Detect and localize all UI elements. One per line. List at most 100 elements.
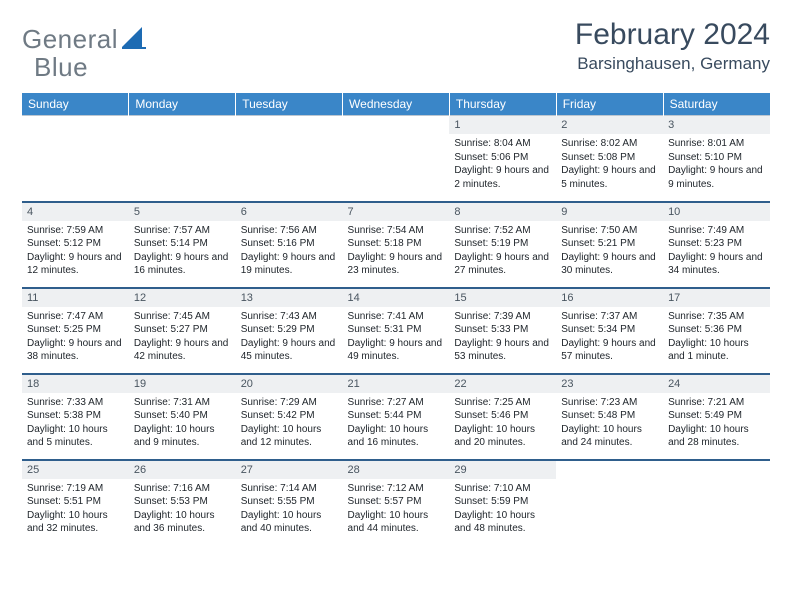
calendar-cell: 13Sunrise: 7:43 AMSunset: 5:29 PMDayligh… <box>236 288 343 374</box>
day-info: Sunrise: 7:37 AMSunset: 5:34 PMDaylight:… <box>556 307 663 368</box>
brand-name-a: General <box>22 24 118 55</box>
calendar-cell: 7Sunrise: 7:54 AMSunset: 5:18 PMDaylight… <box>343 202 450 288</box>
calendar-cell: 23Sunrise: 7:23 AMSunset: 5:48 PMDayligh… <box>556 374 663 460</box>
calendar-cell: 5Sunrise: 7:57 AMSunset: 5:14 PMDaylight… <box>129 202 236 288</box>
calendar-cell: 20Sunrise: 7:29 AMSunset: 5:42 PMDayligh… <box>236 374 343 460</box>
day-info: Sunrise: 7:25 AMSunset: 5:46 PMDaylight:… <box>449 393 556 454</box>
day-number: 21 <box>343 375 450 393</box>
day-number: 12 <box>129 289 236 307</box>
calendar-table: Sunday Monday Tuesday Wednesday Thursday… <box>22 93 770 546</box>
weekday-header: Saturday <box>663 93 770 116</box>
calendar-cell: 29Sunrise: 7:10 AMSunset: 5:59 PMDayligh… <box>449 460 556 546</box>
weekday-header: Monday <box>129 93 236 116</box>
day-number: 16 <box>556 289 663 307</box>
day-number: 6 <box>236 203 343 221</box>
calendar-cell: 18Sunrise: 7:33 AMSunset: 5:38 PMDayligh… <box>22 374 129 460</box>
calendar-cell: 21Sunrise: 7:27 AMSunset: 5:44 PMDayligh… <box>343 374 450 460</box>
day-number: 7 <box>343 203 450 221</box>
day-number: 20 <box>236 375 343 393</box>
day-info: Sunrise: 8:02 AMSunset: 5:08 PMDaylight:… <box>556 134 663 195</box>
day-number: 27 <box>236 461 343 479</box>
day-info: Sunrise: 7:14 AMSunset: 5:55 PMDaylight:… <box>236 479 343 540</box>
brand-name-b: Blue <box>34 52 88 83</box>
calendar-week-row: 11Sunrise: 7:47 AMSunset: 5:25 PMDayligh… <box>22 288 770 374</box>
calendar-cell: 4Sunrise: 7:59 AMSunset: 5:12 PMDaylight… <box>22 202 129 288</box>
day-number: 15 <box>449 289 556 307</box>
day-number: 4 <box>22 203 129 221</box>
day-info: Sunrise: 7:19 AMSunset: 5:51 PMDaylight:… <box>22 479 129 540</box>
day-info: Sunrise: 7:35 AMSunset: 5:36 PMDaylight:… <box>663 307 770 368</box>
day-info: Sunrise: 7:39 AMSunset: 5:33 PMDaylight:… <box>449 307 556 368</box>
calendar-cell: 26Sunrise: 7:16 AMSunset: 5:53 PMDayligh… <box>129 460 236 546</box>
day-number: 9 <box>556 203 663 221</box>
day-info: Sunrise: 7:10 AMSunset: 5:59 PMDaylight:… <box>449 479 556 540</box>
calendar-week-row: 25Sunrise: 7:19 AMSunset: 5:51 PMDayligh… <box>22 460 770 546</box>
day-info: Sunrise: 7:33 AMSunset: 5:38 PMDaylight:… <box>22 393 129 454</box>
calendar-cell: 28Sunrise: 7:12 AMSunset: 5:57 PMDayligh… <box>343 460 450 546</box>
day-info: Sunrise: 7:50 AMSunset: 5:21 PMDaylight:… <box>556 221 663 282</box>
weekday-header: Wednesday <box>343 93 450 116</box>
day-info: Sunrise: 7:54 AMSunset: 5:18 PMDaylight:… <box>343 221 450 282</box>
day-info: Sunrise: 7:59 AMSunset: 5:12 PMDaylight:… <box>22 221 129 282</box>
day-info: Sunrise: 7:31 AMSunset: 5:40 PMDaylight:… <box>129 393 236 454</box>
day-number: 26 <box>129 461 236 479</box>
day-number: 28 <box>343 461 450 479</box>
day-number: 10 <box>663 203 770 221</box>
day-number: 8 <box>449 203 556 221</box>
day-number: 5 <box>129 203 236 221</box>
calendar-cell: 22Sunrise: 7:25 AMSunset: 5:46 PMDayligh… <box>449 374 556 460</box>
day-number: 29 <box>449 461 556 479</box>
calendar-cell: 19Sunrise: 7:31 AMSunset: 5:40 PMDayligh… <box>129 374 236 460</box>
day-number: 22 <box>449 375 556 393</box>
day-info: Sunrise: 8:01 AMSunset: 5:10 PMDaylight:… <box>663 134 770 195</box>
calendar-cell: 12Sunrise: 7:45 AMSunset: 5:27 PMDayligh… <box>129 288 236 374</box>
day-number: 23 <box>556 375 663 393</box>
day-number: 1 <box>449 116 556 134</box>
calendar-cell: 8Sunrise: 7:52 AMSunset: 5:19 PMDaylight… <box>449 202 556 288</box>
calendar-cell: .. <box>343 116 450 202</box>
day-number: 14 <box>343 289 450 307</box>
calendar-cell: 15Sunrise: 7:39 AMSunset: 5:33 PMDayligh… <box>449 288 556 374</box>
calendar-cell: 6Sunrise: 7:56 AMSunset: 5:16 PMDaylight… <box>236 202 343 288</box>
day-number: 24 <box>663 375 770 393</box>
day-info: Sunrise: 7:52 AMSunset: 5:19 PMDaylight:… <box>449 221 556 282</box>
calendar-cell: 11Sunrise: 7:47 AMSunset: 5:25 PMDayligh… <box>22 288 129 374</box>
day-number: 11 <box>22 289 129 307</box>
calendar-cell: 24Sunrise: 7:21 AMSunset: 5:49 PMDayligh… <box>663 374 770 460</box>
calendar-week-row: 4Sunrise: 7:59 AMSunset: 5:12 PMDaylight… <box>22 202 770 288</box>
day-info: Sunrise: 7:23 AMSunset: 5:48 PMDaylight:… <box>556 393 663 454</box>
calendar-cell: 25Sunrise: 7:19 AMSunset: 5:51 PMDayligh… <box>22 460 129 546</box>
day-info: Sunrise: 8:04 AMSunset: 5:06 PMDaylight:… <box>449 134 556 195</box>
location: Barsinghausen, Germany <box>575 54 770 74</box>
day-info: Sunrise: 7:43 AMSunset: 5:29 PMDaylight:… <box>236 307 343 368</box>
day-number: 2 <box>556 116 663 134</box>
calendar-cell: 3Sunrise: 8:01 AMSunset: 5:10 PMDaylight… <box>663 116 770 202</box>
brand-logo: General <box>22 24 150 55</box>
day-info: Sunrise: 7:57 AMSunset: 5:14 PMDaylight:… <box>129 221 236 282</box>
weekday-header: Friday <box>556 93 663 116</box>
calendar-cell: 9Sunrise: 7:50 AMSunset: 5:21 PMDaylight… <box>556 202 663 288</box>
calendar-cell: 10Sunrise: 7:49 AMSunset: 5:23 PMDayligh… <box>663 202 770 288</box>
day-number: 25 <box>22 461 129 479</box>
day-info: Sunrise: 7:29 AMSunset: 5:42 PMDaylight:… <box>236 393 343 454</box>
month-title: February 2024 <box>575 18 770 52</box>
day-number: 19 <box>129 375 236 393</box>
day-info: Sunrise: 7:49 AMSunset: 5:23 PMDaylight:… <box>663 221 770 282</box>
calendar-cell: .. <box>22 116 129 202</box>
calendar-cell: 27Sunrise: 7:14 AMSunset: 5:55 PMDayligh… <box>236 460 343 546</box>
calendar-cell: 14Sunrise: 7:41 AMSunset: 5:31 PMDayligh… <box>343 288 450 374</box>
day-info: Sunrise: 7:12 AMSunset: 5:57 PMDaylight:… <box>343 479 450 540</box>
calendar-cell: 2Sunrise: 8:02 AMSunset: 5:08 PMDaylight… <box>556 116 663 202</box>
day-info: Sunrise: 7:16 AMSunset: 5:53 PMDaylight:… <box>129 479 236 540</box>
calendar-week-row: 18Sunrise: 7:33 AMSunset: 5:38 PMDayligh… <box>22 374 770 460</box>
day-number: 3 <box>663 116 770 134</box>
calendar-cell: .. <box>236 116 343 202</box>
day-number: 18 <box>22 375 129 393</box>
calendar-cell: .. <box>556 460 663 546</box>
day-info: Sunrise: 7:47 AMSunset: 5:25 PMDaylight:… <box>22 307 129 368</box>
weekday-header: Thursday <box>449 93 556 116</box>
day-info: Sunrise: 7:56 AMSunset: 5:16 PMDaylight:… <box>236 221 343 282</box>
day-info: Sunrise: 7:27 AMSunset: 5:44 PMDaylight:… <box>343 393 450 454</box>
day-number: 17 <box>663 289 770 307</box>
weekday-header: Sunday <box>22 93 129 116</box>
